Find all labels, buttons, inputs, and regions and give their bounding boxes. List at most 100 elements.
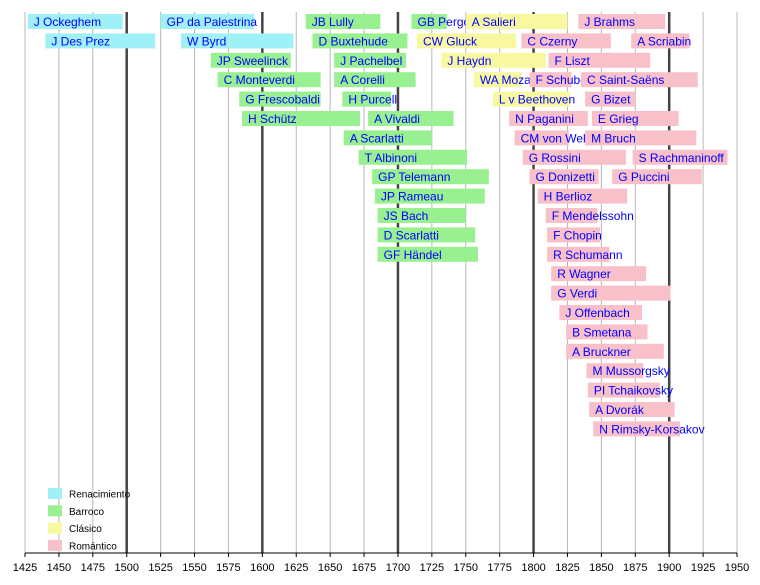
lifespan-bar [591,111,679,126]
lifespan-bar [547,227,601,243]
composer-label: PI Tchaikovsky [594,384,673,398]
composer-label: JP Rameau [381,190,443,204]
lifespan-bar [548,52,651,68]
lifespan-bar [585,91,636,107]
composer-label: H Schütz [248,112,297,126]
composer-label: F Schubert [536,73,595,87]
composer-label: A Corelli [340,73,385,87]
composer-label: S Rachmaninoff [639,151,725,165]
x-tick-label: 1950 [725,562,749,574]
lifespan-bar [581,72,698,88]
lifespan-bar [239,91,321,107]
x-tick-label: 1700 [386,562,410,574]
lifespan-bar [160,14,255,29]
composer-label: H Berlioz [544,190,593,204]
lifespan-bar [551,266,647,282]
x-tick-label: 1475 [81,562,105,574]
lifespan-bar [529,169,599,185]
composer-label: E Grieg [598,112,639,126]
lifespan-bar [632,149,728,165]
x-tick-label: 1525 [148,562,172,574]
composer-label: J Des Prez [51,34,110,48]
composer-label: H Purcell [348,93,397,107]
lifespan-bar [522,149,626,165]
composer-label: A Bruckner [572,345,631,359]
composer-label: GP Telemann [378,170,450,184]
lifespan-bar [358,149,468,165]
composer-label: B Smetana [572,325,632,339]
composer-label: GP da Palestrina [167,15,258,29]
lifespan-bar [509,111,588,126]
composer-label: JB Lully [312,15,354,29]
lifespan-bar [521,33,611,49]
x-axis: 1425 1450 1475 1500 1525 1550 1575 1600 1625 1650… [13,552,749,574]
x-tick-label: 1450 [47,562,71,574]
lifespan-bar [305,14,381,29]
lifespan-bar [416,33,516,49]
composer-label: W Byrd [187,34,226,48]
lifespan-bar [312,33,408,49]
composer-label: L v Beethoven [499,93,575,107]
composer-label: R Wagner [557,267,611,281]
composer-label: C Monteverdi [224,73,295,87]
composer-label: N Rimsky-Korsakov [599,422,704,436]
lifespan-bar [377,208,466,223]
x-tick-label: 1825 [555,562,579,574]
lifespan-bar [210,52,291,68]
lifespan-bar [473,72,522,88]
x-tick-label: 1750 [454,562,478,574]
legend-swatch-renacimiento [48,488,62,499]
x-tick-label: 1650 [318,562,342,574]
legend-label-barroco: Barroco [69,507,104,518]
composer-label: JP Sweelinck [217,54,289,68]
lifespan-bar [537,188,628,204]
composer-label: A Salieri [472,15,516,29]
lifespan-bar [368,111,454,126]
lifespan-bar [241,111,360,126]
composer-label: GF Händel [384,248,442,262]
lifespan-bar [551,285,671,301]
x-tick-label: 1850 [589,562,613,574]
legend: Renacimiento Barroco Clásico Romántico [48,488,131,552]
lifespan-bar [566,324,648,340]
lifespan-bar [334,72,416,88]
composer-label: J Brahms [584,15,635,29]
composer-rows: J Ockeghem J Des Prez GP da Palestrina W By… [27,14,728,437]
legend-label-renacimiento: Renacimiento [69,490,131,501]
composer-label: J Ockeghem [34,15,101,29]
lifespan-bar [545,208,598,223]
composer-label: A Vivaldi [374,112,420,126]
x-tick-label: 1675 [352,562,376,574]
composer-label: A Scriabin [637,34,691,48]
composer-label: F Mendelssohn [552,209,634,223]
x-tick-label: 1425 [13,562,37,574]
composer-label: J Pachelbel [340,54,402,68]
lifespan-bar [566,343,664,359]
x-tick-label: 1900 [657,562,681,574]
x-tick-label: 1575 [216,562,240,574]
composer-label: F Liszt [554,54,590,68]
composer-label: T Albinoni [365,151,417,165]
composer-label: C Saint-Saëns [587,73,664,87]
lifespan-bar [343,130,432,146]
lifespan-bar [377,227,476,243]
lifespan-bar [372,169,489,185]
composer-label: G Puccini [618,170,669,184]
composer-label: F Chopin [553,228,602,242]
lifespan-bar [585,130,697,146]
composer-label: G Rossini [529,151,581,165]
lifespan-bar [377,246,478,262]
lifespan-bar [465,14,568,29]
lifespan-bar [45,33,156,49]
legend-label-clasico: Clásico [69,524,102,535]
lifespan-bar [374,188,485,204]
lifespan-bar [529,72,572,88]
composer-label: D Buxtehude [319,34,389,48]
legend-label-romantico: Romántico [69,541,117,552]
lifespan-bar [559,305,643,320]
legend-swatch-clasico [48,522,62,534]
composer-label: C Czerny [527,34,577,48]
x-tick-label: 1875 [623,562,647,574]
x-tick-label: 1625 [284,562,308,574]
